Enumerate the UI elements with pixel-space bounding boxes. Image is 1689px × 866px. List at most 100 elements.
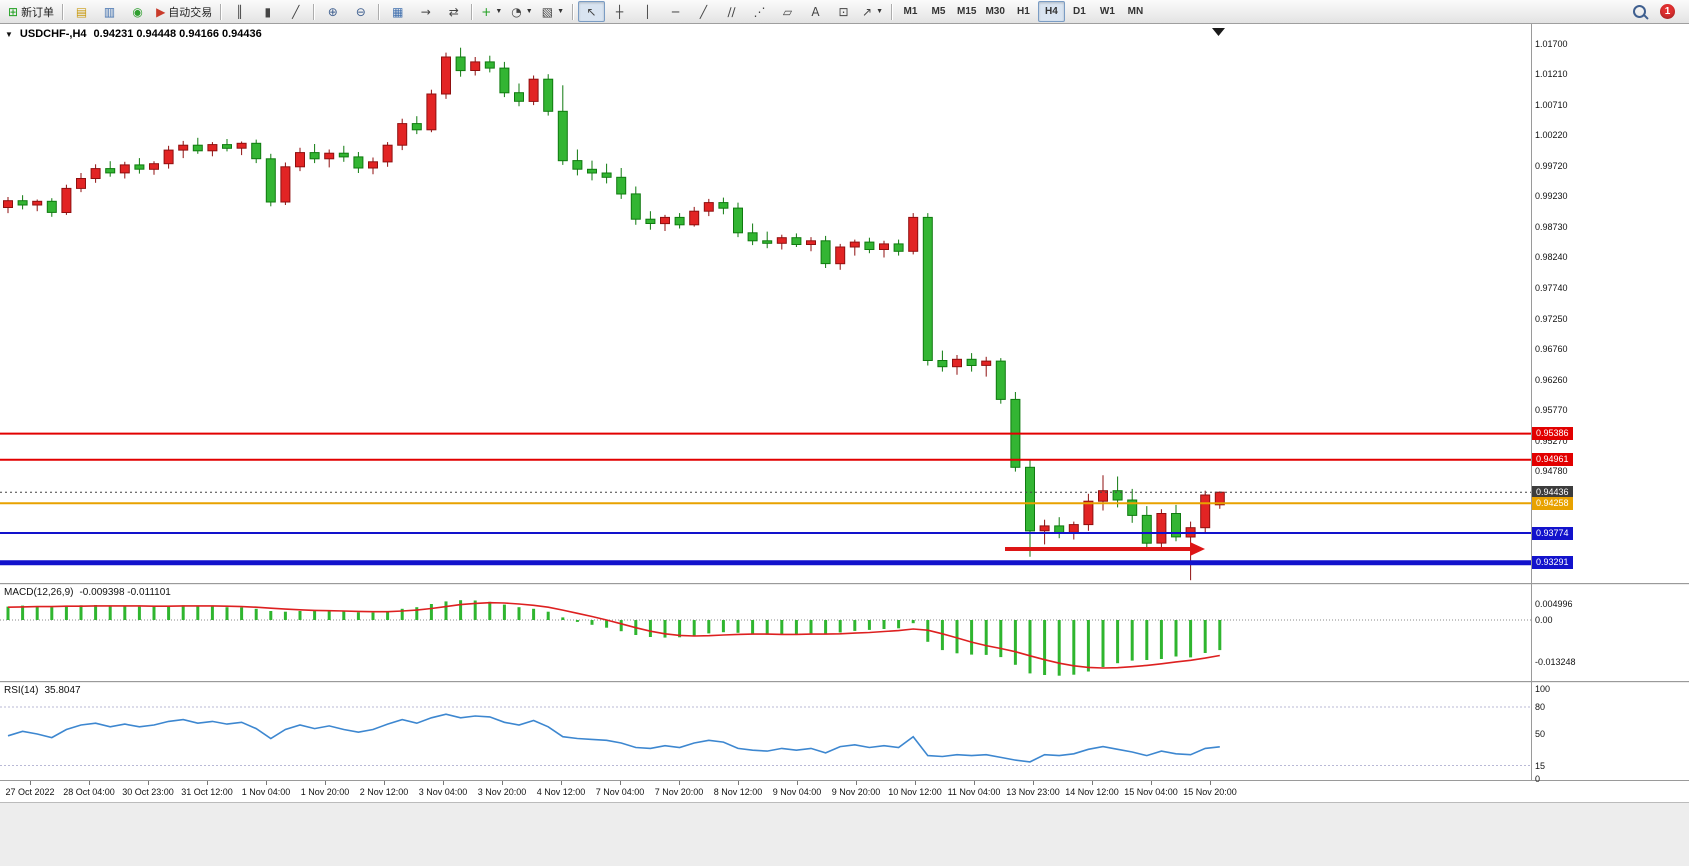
rsi-pane[interactable] <box>0 683 1531 780</box>
candle-body <box>645 218 656 224</box>
candle-body <box>426 93 437 131</box>
price-chart-pane[interactable] <box>0 24 1531 583</box>
one-click-trading-arrow-icon[interactable]: ▼ <box>5 29 13 39</box>
shapes-button[interactable]: ▱ <box>774 1 801 22</box>
chart-shift-button[interactable]: ⇄ <box>440 1 467 22</box>
chart-shift-marker-icon[interactable] <box>1212 28 1225 36</box>
trendline-button[interactable]: ╱ <box>690 1 717 22</box>
fibonacci-button[interactable]: ⋰ <box>746 1 773 22</box>
timeframe-m15-button[interactable]: M15 <box>953 1 980 22</box>
arrows-button[interactable]: ↗ ▼ <box>858 1 887 22</box>
candle <box>528 75 539 106</box>
pane-separator[interactable] <box>0 681 1689 683</box>
auto-scroll-button[interactable]: → <box>412 1 439 22</box>
candle-body <box>864 241 875 251</box>
candle-body <box>557 110 568 162</box>
text-button[interactable]: A <box>802 1 829 22</box>
price-axis-label: 0.99720 <box>1535 161 1568 171</box>
candle <box>587 160 597 181</box>
candle <box>660 214 670 231</box>
chart-background <box>0 24 1531 583</box>
timeframe-d1-button[interactable]: D1 <box>1066 1 1093 22</box>
rsi-name: RSI(14) <box>4 685 39 696</box>
timeframe-m15-label: M15 <box>957 6 977 17</box>
chart-ohlc-values: 0.94231 0.94448 0.94166 0.94436 <box>93 28 262 40</box>
candle-body <box>587 168 597 174</box>
cursor-button[interactable]: ↖ <box>578 1 605 22</box>
timeframe-mn-button[interactable]: MN <box>1122 1 1149 22</box>
candle <box>134 158 145 174</box>
periods-button[interactable]: ◔ ▼ <box>507 1 536 22</box>
candle <box>163 145 174 169</box>
tile-windows-button[interactable]: ▦ <box>384 1 411 22</box>
candle-body <box>1171 513 1181 538</box>
rsi-axis-label: 100 <box>1535 684 1551 694</box>
time-axis-tick <box>561 781 562 785</box>
market-watch-button[interactable]: ▤ <box>68 1 95 22</box>
search-button[interactable] <box>1626 1 1653 22</box>
rsi-line <box>7 713 1220 763</box>
candle <box>309 144 320 164</box>
trendline-icon: ╱ <box>699 4 708 19</box>
vertical-line-button[interactable]: │ <box>634 1 661 22</box>
horizontal-line-button[interactable]: ─ <box>662 1 689 22</box>
candlestick-chart-button[interactable]: ▮ <box>254 1 281 22</box>
text-label-button[interactable]: ⊡ <box>830 1 857 22</box>
timeframe-m5-button[interactable]: M5 <box>925 1 952 22</box>
data-window-button[interactable]: ▥ <box>96 1 123 22</box>
candle-body <box>1127 499 1138 516</box>
templates-icon: ▧ <box>541 4 554 19</box>
time-axis-label: 3 Nov 20:00 <box>477 787 527 797</box>
candle-body <box>1214 491 1225 506</box>
bar-chart-button[interactable]: ║ <box>226 1 253 22</box>
time-axis-tick <box>1210 781 1211 785</box>
time-axis-label: 14 Nov 12:00 <box>1065 787 1119 797</box>
candle <box>514 83 524 107</box>
crosshair-button[interactable]: ┼ <box>606 1 633 22</box>
candle <box>1025 459 1035 557</box>
candle <box>324 149 335 168</box>
candle <box>1127 488 1138 523</box>
candle <box>484 55 495 73</box>
templates-button[interactable]: ▧ ▼ <box>538 1 568 22</box>
zoom-out-button[interactable]: ⊖ <box>347 1 374 22</box>
bar-chart-icon: ║ <box>236 4 244 19</box>
vertical-line-icon: │ <box>643 4 652 19</box>
time-axis-tick <box>915 781 916 785</box>
rsi-axis-label: 15 <box>1535 761 1546 771</box>
candle <box>1214 491 1225 509</box>
timeframe-h4-button[interactable]: H4 <box>1037 1 1065 22</box>
new-order-icon: ⊞ <box>8 4 19 19</box>
candle <box>703 198 714 217</box>
autotrading-button[interactable]: ▶ 自动交易 <box>152 1 216 22</box>
candle-body <box>572 160 583 170</box>
macd-axis-label: 0.00 <box>1535 615 1553 625</box>
price-axis-label: 0.96260 <box>1535 375 1568 385</box>
indicators-button[interactable]: + ▼ <box>477 1 506 22</box>
price-badge: 0.94436 <box>1532 486 1573 499</box>
candle <box>61 184 72 215</box>
time-axis-tick <box>384 781 385 785</box>
notification-badge[interactable]: 1 <box>1660 4 1675 19</box>
time-axis-tick <box>620 781 621 785</box>
macd-pane[interactable] <box>0 585 1531 681</box>
timeframe-w1-button[interactable]: W1 <box>1094 1 1121 22</box>
price-axis-label: 1.00220 <box>1535 130 1568 140</box>
timeframe-m1-button[interactable]: M1 <box>897 1 924 22</box>
time-axis-tick <box>797 781 798 785</box>
candle-body <box>411 123 422 131</box>
line-chart-button[interactable]: ╱ <box>282 1 309 22</box>
pane-separator[interactable] <box>0 583 1689 585</box>
time-axis: 27 Oct 2022 28 Oct 04:00 30 Oct 23:00 31 Oc… <box>0 780 1689 802</box>
zoom-in-button[interactable]: ⊕ <box>319 1 346 22</box>
candle-body <box>937 360 948 368</box>
timeframe-h1-button[interactable]: H1 <box>1010 1 1037 22</box>
new-order-button[interactable]: ⊞ 新订单 <box>4 1 58 22</box>
navigator-button[interactable]: ◉ <box>124 1 151 22</box>
candle <box>251 139 262 164</box>
equidistant-channel-button[interactable]: ∕∕ <box>718 1 745 22</box>
time-axis-tick <box>1092 781 1093 785</box>
rsi-value: 35.8047 <box>44 685 81 696</box>
timeframe-m30-button[interactable]: M30 <box>981 1 1008 22</box>
